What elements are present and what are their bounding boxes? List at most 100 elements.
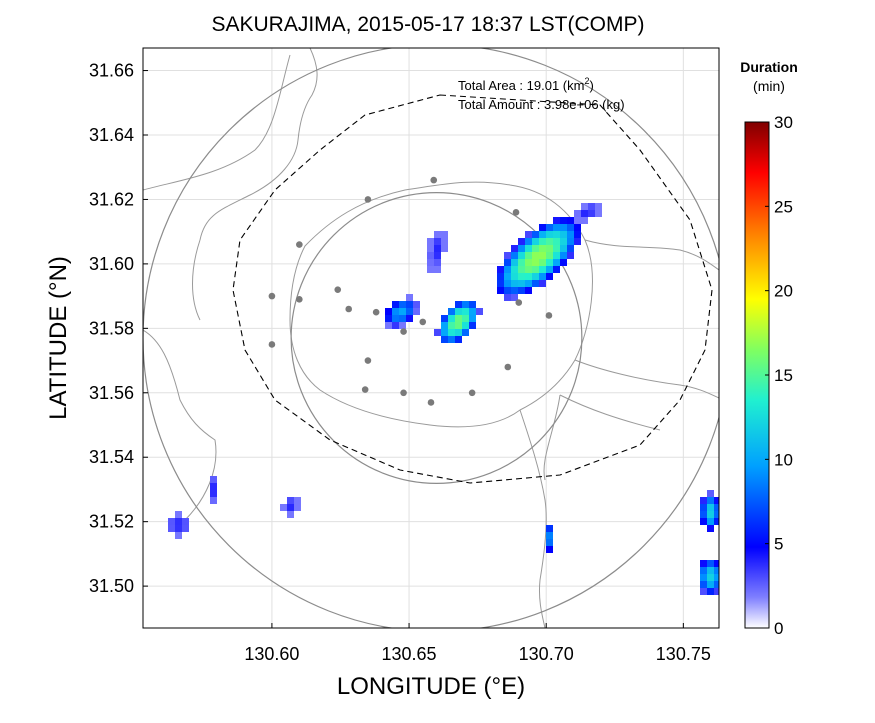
plume-cell <box>448 322 455 329</box>
ash-plume <box>385 294 420 329</box>
plume-cell <box>504 252 511 259</box>
station-marker <box>364 196 372 203</box>
plume-cell <box>462 308 469 315</box>
plume-cell <box>707 525 714 532</box>
plume-cell <box>455 308 462 315</box>
plume-cell <box>497 280 504 287</box>
station-marker <box>364 357 372 364</box>
plume-cell <box>497 273 504 280</box>
plume-cell <box>532 280 539 287</box>
station-marker <box>296 241 303 248</box>
plume-cell <box>539 280 546 287</box>
colorbar-tick-label: 30 <box>774 113 793 132</box>
station-marker <box>400 389 407 397</box>
plume-cell <box>434 231 441 238</box>
ash-plume <box>427 231 448 273</box>
plume-cell <box>399 301 406 308</box>
plume-cell <box>539 252 546 259</box>
station-marker <box>345 305 353 313</box>
plume-cell <box>518 266 525 273</box>
plume-cell <box>539 273 546 280</box>
y-tick-label: 31.52 <box>89 512 134 532</box>
plume-cell <box>700 567 707 574</box>
plume-cell <box>553 238 560 245</box>
plume-cell <box>462 301 469 308</box>
plume-cell <box>441 336 448 343</box>
x-tick-label: 130.65 <box>382 644 437 664</box>
range-circle <box>290 192 583 484</box>
plume-cell <box>504 266 511 273</box>
plume-cell <box>560 217 567 224</box>
colorbar-tick-label: 10 <box>774 450 793 469</box>
mainland-coast-north <box>143 48 318 241</box>
plume-cell <box>700 518 707 525</box>
colorbar: Duration (min) 0 5 10 15 20 25 30 <box>740 59 798 638</box>
plume-cell <box>567 252 574 259</box>
plume-cell <box>280 504 287 511</box>
plume-cell <box>539 238 546 245</box>
plume-cell <box>700 574 707 581</box>
colorbar-tick-label: 0 <box>774 619 783 638</box>
plume-cell <box>518 287 525 294</box>
plume-cell <box>567 217 574 224</box>
plume-cell <box>525 238 532 245</box>
plume-cell <box>546 539 553 546</box>
plume-cell <box>392 315 399 322</box>
station-marker <box>427 399 435 406</box>
total-amount-text: Total Amount : 3.98e+06 (kg) <box>458 97 625 112</box>
plume-cell <box>518 259 525 266</box>
station-marker <box>334 286 342 293</box>
y-tick-label: 31.56 <box>89 383 134 403</box>
plume-cell <box>546 252 553 259</box>
plume-cell <box>532 238 539 245</box>
plume-cell <box>462 322 469 329</box>
ash-plume <box>210 476 217 504</box>
plume-cell <box>511 287 518 294</box>
plume-cell <box>385 308 392 315</box>
plume-cell <box>448 329 455 336</box>
plume-cell <box>511 245 518 252</box>
plume-cell <box>413 308 420 315</box>
plume-cell <box>567 224 574 231</box>
plume-cell <box>714 518 719 525</box>
plume-cell <box>532 245 539 252</box>
colorbar-tick-label: 25 <box>774 197 793 216</box>
plume-cell <box>553 259 560 266</box>
plume-cell <box>532 259 539 266</box>
plume-cell <box>525 259 532 266</box>
y-tick-label: 31.64 <box>89 125 134 145</box>
station-marker <box>400 328 407 335</box>
plume-cell <box>560 252 567 259</box>
plume-cell <box>210 476 217 483</box>
mainland-coast-south <box>519 394 561 628</box>
colorbar-title-line2: (min) <box>753 78 785 94</box>
range-circle <box>143 48 719 628</box>
plume-cell <box>448 308 455 315</box>
plume-cell <box>525 231 532 238</box>
plume-cell <box>399 322 406 329</box>
plume-cell <box>714 497 719 504</box>
colorbar-tick-label: 5 <box>774 535 783 554</box>
plume-cell <box>511 259 518 266</box>
plume-cell <box>707 560 714 567</box>
plume-cell <box>504 287 511 294</box>
plume-cell <box>511 280 518 287</box>
plume-cell <box>434 252 441 259</box>
plume-cell <box>504 280 511 287</box>
plume-cell <box>182 525 189 532</box>
station-marker <box>361 386 369 393</box>
plume-cell <box>469 301 476 308</box>
plume-cell <box>560 259 567 266</box>
plume-cell <box>707 588 714 595</box>
plume-cell <box>714 504 719 511</box>
plume-cell <box>294 504 301 511</box>
ash-plume <box>168 511 189 539</box>
plume-cell <box>546 259 553 266</box>
range-circles <box>143 48 719 628</box>
plume-cell <box>441 329 448 336</box>
plume-cell <box>553 266 560 273</box>
ash-plume <box>280 497 301 518</box>
plume-cell <box>546 266 553 273</box>
plume-cell <box>539 245 546 252</box>
plume-cell <box>385 315 392 322</box>
